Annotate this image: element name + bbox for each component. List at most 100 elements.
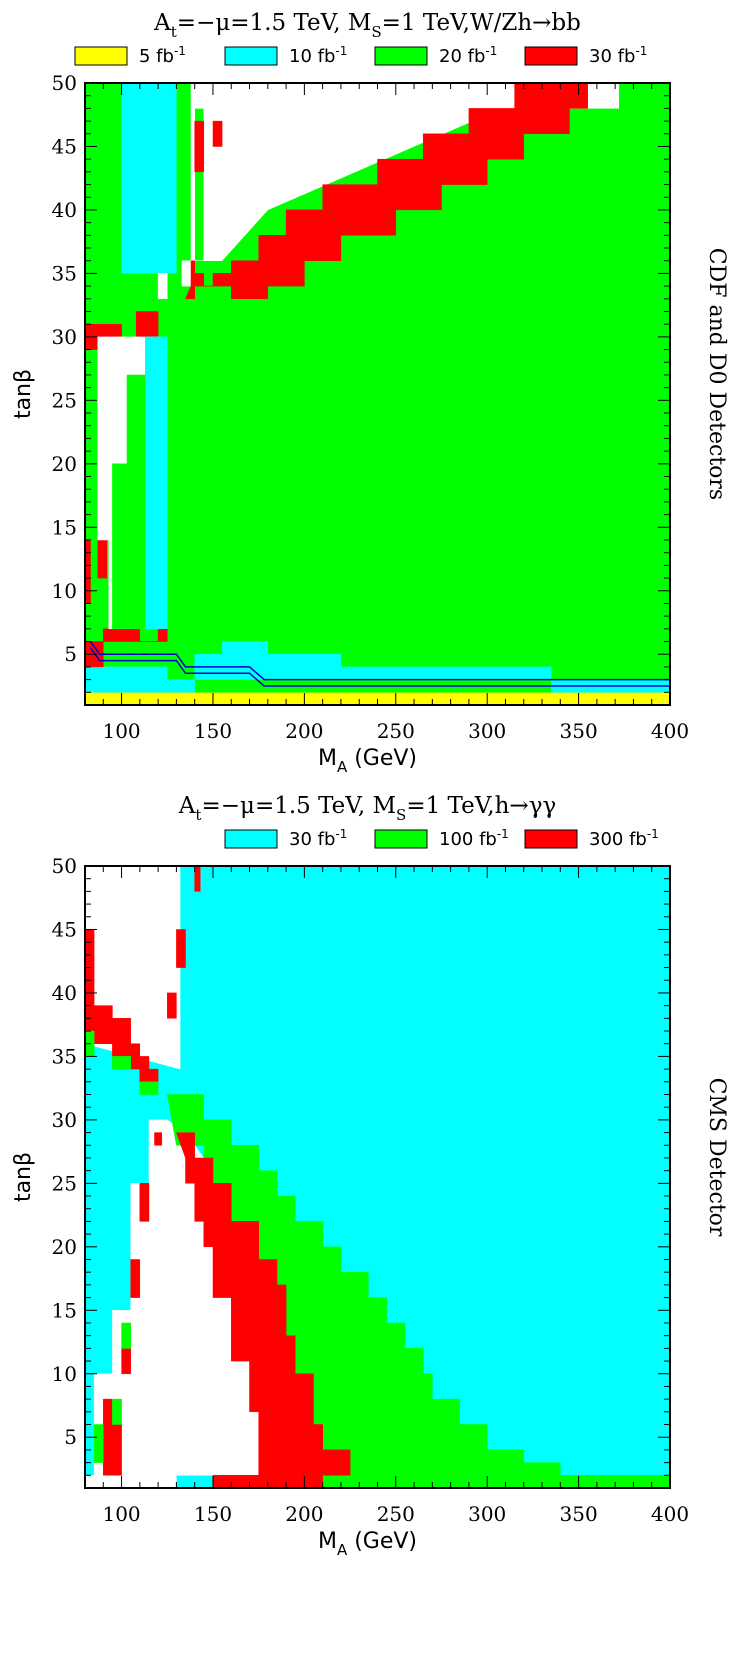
contour-line-1 — [89, 647, 670, 687]
y-tick-label: 15 — [52, 515, 77, 539]
x-tick-label: 350 — [560, 1502, 598, 1526]
region-20-17 — [112, 374, 146, 630]
legend-sup: -1 — [174, 44, 186, 58]
y-tick-label: 25 — [52, 388, 77, 412]
plot-area — [85, 83, 670, 705]
region-300-3 — [167, 992, 177, 1019]
y-tick-label: 5 — [64, 642, 77, 666]
region-300-2 — [85, 929, 159, 1083]
y-tick-label: 5 — [64, 1425, 77, 1449]
region-30-12 — [135, 311, 159, 338]
legend-label: 30 fb-1 — [589, 44, 647, 67]
title-sub: S — [371, 23, 381, 41]
legend-sup: -1 — [497, 827, 509, 841]
legend-text: 30 fb — [289, 829, 335, 850]
legend-sup: -1 — [335, 827, 347, 841]
x-tick-label: 200 — [285, 719, 323, 743]
title-part: A — [178, 793, 196, 819]
y-tick-label: 45 — [52, 134, 77, 158]
title-sub: S — [396, 806, 406, 824]
x-axis-label-rest: (GeV) — [347, 746, 417, 771]
y-tick-label: 35 — [52, 261, 77, 285]
region-white-19 — [191, 83, 606, 261]
region-300-16 — [154, 1132, 163, 1146]
detector-label: CDF and D0 Detectors — [704, 248, 729, 500]
y-tick-label: 50 — [52, 854, 77, 878]
y-tick-label: 20 — [52, 452, 77, 476]
title-part: A — [153, 10, 171, 36]
x-tick-label: 100 — [102, 1502, 140, 1526]
y-tick-label: 45 — [52, 917, 77, 941]
x-axis-label: MA (GeV) — [318, 1529, 417, 1559]
region-100-8 — [139, 1081, 159, 1095]
legend-label: 100 fb-1 — [439, 827, 509, 850]
plot-area — [85, 866, 670, 1488]
legend-swatch — [524, 46, 578, 66]
y-tick-label: 10 — [52, 579, 77, 603]
legend-sup: -1 — [335, 44, 347, 58]
x-axis-label-sub: A — [337, 1541, 348, 1559]
region-10-16 — [145, 336, 168, 630]
x-tick-label: 100 — [102, 719, 140, 743]
region-30-21 — [194, 120, 205, 173]
legend-swatch — [524, 829, 578, 849]
contour-line-0 — [89, 641, 670, 681]
legend-text: 5 fb — [139, 46, 174, 67]
x-tick-label: 250 — [377, 1502, 415, 1526]
legend-label: 10 fb-1 — [289, 44, 347, 67]
x-axis-label-sub: A — [337, 758, 348, 776]
region-300-5 — [194, 866, 201, 892]
region-300-13 — [121, 1348, 131, 1375]
x-axis-label: MA (GeV) — [318, 746, 417, 776]
legend-label: 300 fb-1 — [589, 827, 659, 850]
region-100-18 — [112, 1398, 122, 1425]
region-white-14 — [157, 273, 168, 300]
region-10-13 — [121, 83, 177, 274]
y-tick-label: 30 — [52, 1108, 77, 1132]
y-tick-label: 20 — [52, 1235, 77, 1259]
y-tick-label: 40 — [52, 198, 77, 222]
x-axis-label-rest: (GeV) — [347, 1529, 417, 1554]
legend-sup: -1 — [485, 44, 497, 58]
y-tick-label: 40 — [52, 981, 77, 1005]
x-axis-label-main: M — [318, 1529, 337, 1554]
y-axis-label: tanβ — [11, 1152, 36, 1202]
x-tick-label: 150 — [194, 719, 232, 743]
legend-label: 30 fb-1 — [289, 827, 347, 850]
legend-text: 20 fb — [439, 46, 485, 67]
legend-text: 300 fb — [589, 829, 647, 850]
legend-swatch — [374, 829, 428, 849]
detector-label: CMS Detector — [704, 1078, 729, 1237]
title-sub: t — [171, 23, 177, 41]
legend-swatch — [74, 46, 128, 66]
region-30-20 — [185, 83, 588, 300]
panel-1: At=−μ=1.5 TeV, MS=1 TeV,W/Zh→bb5 fb-1 10 … — [11, 10, 729, 776]
region-300-14 — [130, 1259, 141, 1298]
region-100-7 — [112, 1056, 131, 1070]
region-300-4 — [176, 929, 186, 968]
legend-text: 100 fb — [439, 829, 497, 850]
y-tick-label: 35 — [52, 1044, 77, 1068]
x-tick-label: 300 — [468, 719, 506, 743]
region-30-22 — [212, 120, 223, 147]
region-30-7 — [97, 539, 108, 579]
y-tick-label: 15 — [52, 1298, 77, 1322]
y-tick-label: 10 — [52, 1362, 77, 1386]
legend-sup: -1 — [635, 44, 647, 58]
title-part: =−μ=1.5 TeV, M — [201, 793, 396, 819]
legend-swatch — [224, 829, 278, 849]
region-300-11 — [176, 1132, 351, 1488]
y-tick-label: 30 — [52, 325, 77, 349]
legend-swatch — [374, 46, 428, 66]
x-tick-label: 400 — [651, 719, 689, 743]
x-tick-label: 250 — [377, 719, 415, 743]
x-tick-label: 150 — [194, 1502, 232, 1526]
title-part: =−μ=1.5 TeV, M — [177, 10, 372, 36]
legend-label: 20 fb-1 — [439, 44, 497, 67]
x-tick-label: 400 — [651, 1502, 689, 1526]
x-tick-label: 200 — [285, 1502, 323, 1526]
x-tick-label: 350 — [560, 719, 598, 743]
legend-label: 5 fb-1 — [139, 44, 186, 67]
title-part: =1 TeV,W/Zh→bb — [382, 10, 581, 36]
